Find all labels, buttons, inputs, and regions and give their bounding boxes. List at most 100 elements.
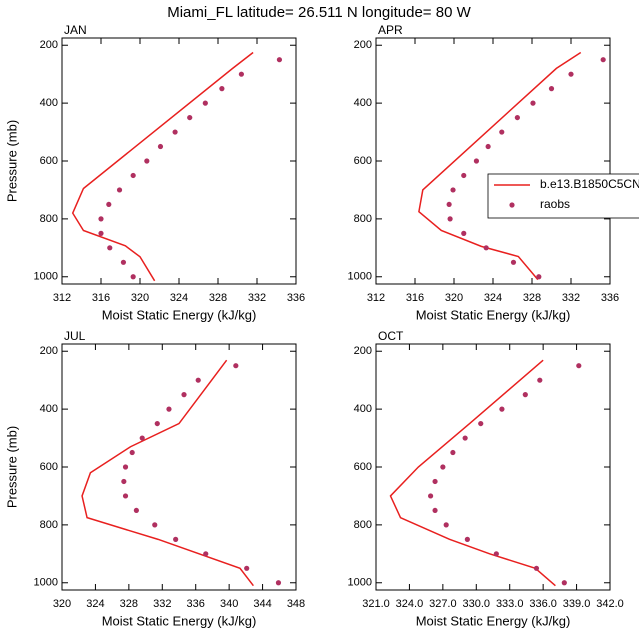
obs-point xyxy=(139,435,145,441)
x-tick-label: 324 xyxy=(86,598,104,610)
y-tick-label: 800 xyxy=(354,213,372,225)
y-tick-label: 200 xyxy=(354,39,372,51)
y-tick-label: 600 xyxy=(40,461,58,473)
profile-line xyxy=(71,51,254,282)
obs-point xyxy=(244,565,250,571)
obs-point xyxy=(443,522,449,528)
obs-point xyxy=(152,522,158,528)
obs-point xyxy=(450,449,456,456)
y-tick-label: 800 xyxy=(40,519,58,531)
obs-point xyxy=(462,435,468,441)
obs-point xyxy=(187,114,193,121)
x-axis-label: Moist Static Energy (kJ/kg) xyxy=(102,307,257,322)
obs-point xyxy=(106,201,112,208)
x-tick-label: 312 xyxy=(367,292,385,304)
x-tick-label: 340 xyxy=(220,598,238,610)
obs-point xyxy=(473,158,480,164)
y-tick-label: 400 xyxy=(40,97,58,109)
x-axis-label: Moist Static Energy (kJ/kg) xyxy=(102,613,257,628)
obs-point xyxy=(499,129,505,135)
obs-point xyxy=(510,259,517,265)
obs-point xyxy=(447,216,453,222)
profile-line xyxy=(389,359,556,587)
x-tick-label: 339.0 xyxy=(563,598,591,610)
y-tick-label: 600 xyxy=(354,461,372,473)
x-tick-label: 320 xyxy=(53,598,71,610)
obs-point xyxy=(276,57,283,63)
panel-title: OCT xyxy=(378,329,404,343)
x-tick-label: 348 xyxy=(287,598,305,610)
obs-point xyxy=(499,406,505,412)
y-tick-label: 1000 xyxy=(348,577,372,589)
y-tick-label: 1000 xyxy=(34,577,58,589)
obs-point xyxy=(440,464,446,470)
x-tick-label: 336 xyxy=(187,598,205,610)
obs-point xyxy=(116,187,123,193)
y-tick-label: 400 xyxy=(354,97,372,109)
obs-point xyxy=(561,580,567,586)
y-tick-label: 400 xyxy=(354,403,372,415)
obs-point xyxy=(173,536,179,542)
x-tick-label: 332 xyxy=(562,292,580,304)
y-tick-label: 400 xyxy=(40,403,58,415)
y-tick-label: 800 xyxy=(354,519,372,531)
y-axis-label: Pressure (mb) xyxy=(4,426,19,508)
obs-point xyxy=(530,100,536,106)
x-tick-label: 332 xyxy=(248,292,266,304)
x-tick-label: 342.0 xyxy=(596,598,624,610)
obs-point xyxy=(121,478,127,485)
y-tick-label: 1000 xyxy=(348,271,372,283)
obs-point xyxy=(493,551,499,557)
x-tick-label: 324 xyxy=(170,292,188,304)
x-tick-label: 344 xyxy=(253,598,271,610)
obs-point xyxy=(548,86,555,92)
y-tick-label: 600 xyxy=(354,155,372,167)
y-tick-label: 800 xyxy=(40,213,58,225)
obs-point xyxy=(576,363,582,369)
obs-point xyxy=(129,449,135,456)
x-tick-label: 328 xyxy=(209,292,227,304)
obs-point xyxy=(219,86,225,92)
x-tick-label: 336.0 xyxy=(529,598,557,610)
panel-title: JAN xyxy=(64,23,87,37)
panel-title: APR xyxy=(378,23,403,37)
x-tick-label: 321.0 xyxy=(362,598,390,610)
obs-point xyxy=(157,143,164,150)
obs-point xyxy=(536,274,542,280)
obs-point xyxy=(172,129,178,135)
legend-label: raobs xyxy=(540,197,570,211)
x-axis-label: Moist Static Energy (kJ/kg) xyxy=(416,307,571,322)
x-tick-label: 330.0 xyxy=(463,598,491,610)
obs-point xyxy=(120,259,127,265)
obs-point xyxy=(122,493,129,499)
legend-box xyxy=(487,173,639,219)
obs-point xyxy=(202,100,208,106)
obs-point xyxy=(450,187,456,193)
obs-point xyxy=(483,245,489,251)
obs-point xyxy=(133,507,139,514)
y-tick-label: 1000 xyxy=(34,271,58,283)
obs-point xyxy=(130,172,136,179)
chart-title: Miami_FL latitude= 26.511 N longitude= 8… xyxy=(167,4,471,21)
obs-point xyxy=(600,57,606,63)
y-tick-label: 200 xyxy=(40,345,58,357)
obs-point xyxy=(107,245,113,251)
obs-point xyxy=(122,464,129,470)
x-tick-label: 332 xyxy=(153,598,171,610)
x-axis-label: Moist Static Energy (kJ/kg) xyxy=(416,613,571,628)
obs-point xyxy=(464,536,470,542)
x-tick-label: 312 xyxy=(53,292,71,304)
x-tick-label: 324.0 xyxy=(396,598,424,610)
obs-point xyxy=(130,274,136,280)
obs-point xyxy=(195,377,201,383)
x-tick-label: 328 xyxy=(120,598,138,610)
obs-point xyxy=(522,392,528,398)
obs-point xyxy=(428,493,434,499)
obs-point xyxy=(478,420,484,427)
obs-point xyxy=(98,216,104,222)
legend-label: b.e13.B1850C5CN.n xyxy=(540,177,639,191)
obs-point xyxy=(166,406,172,412)
panel-title: JUL xyxy=(64,329,86,343)
